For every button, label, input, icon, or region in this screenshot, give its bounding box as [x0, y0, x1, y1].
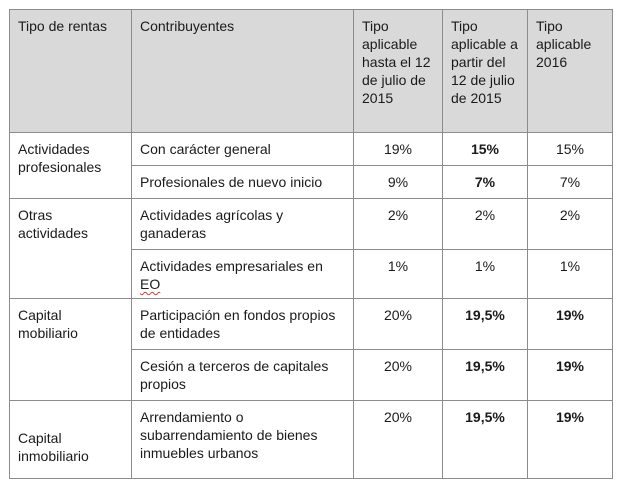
tipo-rentas-cell: Capital mobiliario — [9, 298, 132, 401]
contribuyente-cell: Actividades empresariales en EO — [131, 249, 354, 299]
contribuyente-cell: Participación en fondos propios de entid… — [131, 298, 354, 350]
table-row: Capital mobiliario Participación en fond… — [9, 298, 613, 401]
rate-2016-cell: 2% — [527, 198, 613, 250]
rate-hasta-cell: 20% — [353, 400, 443, 479]
rate-hasta-cell: 19% — [353, 132, 443, 166]
header-tipo-hasta-julio-2015: Tipo aplicable hasta el 12 de julio de 2… — [353, 9, 443, 133]
table-row: Otras actividades Actividades agrícolas … — [9, 198, 613, 299]
rate-desde-cell: 19,5% — [442, 400, 528, 479]
contribuyente-cell: Profesionales de nuevo inicio — [131, 165, 354, 199]
header-tipo-de-rentas: Tipo de rentas — [9, 9, 132, 133]
table-header-row: Tipo de rentas Contribuyentes Tipo aplic… — [9, 9, 613, 133]
rate-2016-cell: 19% — [527, 349, 613, 401]
table-row: Actividades profesionales Con carácter g… — [9, 132, 613, 199]
rate-hasta-cell: 1% — [353, 249, 443, 299]
tipo-rentas-cell: Actividades profesionales — [9, 132, 132, 199]
rate-2016-cell: 7% — [527, 165, 613, 199]
table-row: Actividades empresariales en EO 1% 1% 1% — [10, 249, 613, 299]
tipo-rentas-cell: Otras actividades — [9, 198, 132, 299]
table-row: Profesionales de nuevo inicio 9% 7% 7% — [10, 165, 613, 199]
contribuyente-cell: Actividades agrícolas y ganaderas — [131, 198, 354, 250]
spellcheck-marked-word: EO — [140, 276, 161, 292]
rate-desde-cell: 15% — [442, 132, 528, 166]
tax-rates-table: Tipo de rentas Contribuyentes Tipo aplic… — [9, 9, 613, 479]
rate-hasta-cell: 20% — [353, 349, 443, 401]
header-contribuyentes: Contribuyentes — [131, 9, 354, 133]
rate-2016-cell: 15% — [527, 132, 613, 166]
rate-2016-cell: 19% — [527, 400, 613, 479]
rate-2016-cell: 19% — [527, 298, 613, 350]
contribuyente-cell: Con carácter general — [131, 132, 354, 166]
contribuyente-cell: Cesión a terceros de capitales propios — [131, 349, 354, 401]
header-tipo-desde-julio-2015: Tipo aplicable a partir del 12 de julio … — [442, 9, 528, 133]
rate-hasta-cell: 20% — [353, 298, 443, 350]
rate-desde-cell: 1% — [442, 249, 528, 299]
rate-desde-cell: 19,5% — [442, 349, 528, 401]
contribuyente-cell: Arrendamiento o subarrendamiento de bien… — [131, 400, 354, 479]
tipo-rentas-cell: Capital inmobiliario — [9, 400, 132, 479]
contribuyente-text: Actividades empresariales en — [140, 258, 323, 274]
rate-desde-cell: 7% — [442, 165, 528, 199]
rate-2016-cell: 1% — [527, 249, 613, 299]
rate-hasta-cell: 9% — [353, 165, 443, 199]
rate-desde-cell: 19,5% — [442, 298, 528, 350]
rate-desde-cell: 2% — [442, 198, 528, 250]
rate-hasta-cell: 2% — [353, 198, 443, 250]
table-container: Tipo de rentas Contribuyentes Tipo aplic… — [9, 9, 613, 479]
header-tipo-2016: Tipo aplicable 2016 — [527, 9, 613, 133]
table-row: Capital inmobiliario Arrendamiento o sub… — [9, 400, 613, 479]
